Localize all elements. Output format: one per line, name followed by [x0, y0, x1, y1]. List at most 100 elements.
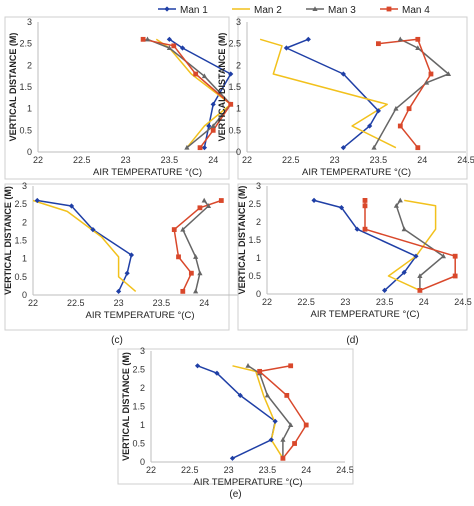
data-point [188, 270, 194, 276]
y-tick-label: 0.5 [19, 125, 32, 135]
y-axis-title: VERTICAL DISTANCE (M) [217, 33, 227, 142]
data-point [288, 363, 294, 369]
panel-frame [237, 183, 468, 331]
x-tick-label: 24.5 [454, 297, 472, 307]
data-point [415, 145, 421, 151]
data-point [401, 269, 407, 275]
y-tick-label: 0.5 [228, 125, 241, 135]
data-point [90, 227, 96, 233]
series-line-man-1 [313, 199, 417, 291]
y-tick-label: 1.5 [132, 402, 145, 412]
data-point [452, 253, 458, 259]
x-tick-label: 23.5 [153, 298, 171, 308]
y-axis-title: VERTICAL DISTANCE (M) [8, 33, 18, 142]
x-tick-label: 23 [121, 155, 131, 165]
y-tick-label: 0 [236, 147, 241, 157]
x-tick-label: 22 [28, 298, 38, 308]
data-point [228, 71, 234, 77]
y-tick-label: 1 [22, 254, 27, 264]
x-tick-label: 23.5 [370, 155, 388, 165]
data-point [166, 36, 172, 42]
series-points-man-1 [166, 36, 234, 151]
series-line-man-2 [387, 199, 437, 292]
y-tick-label: 2.5 [228, 39, 241, 49]
data-point [218, 198, 224, 203]
legend-label: Man 3 [328, 5, 356, 16]
series-points-man-3 [180, 197, 212, 294]
x-tick-label: 24 [417, 155, 427, 165]
data-point [417, 273, 423, 278]
y-tick-label: 2 [256, 217, 261, 227]
y-tick-label: 0 [140, 457, 145, 467]
data-point [283, 45, 290, 51]
data-point [184, 144, 190, 150]
data-point [397, 36, 403, 42]
data-point [237, 392, 243, 398]
data-point [176, 254, 181, 260]
series-line-man-4 [173, 199, 222, 292]
data-point [452, 273, 458, 279]
series-line-man-2 [232, 365, 284, 459]
data-point [280, 437, 286, 442]
legend-label: Man 2 [254, 5, 282, 16]
data-point [171, 43, 177, 49]
series-line-man-3 [147, 38, 232, 149]
y-tick-label: 0 [22, 290, 27, 300]
y-tick-label: 0 [27, 147, 32, 157]
data-point [284, 393, 290, 398]
series-points-man-4 [257, 363, 309, 461]
data-point [415, 45, 421, 50]
panel-caption: (c) [111, 335, 123, 346]
x-tick-label: 23.5 [161, 155, 179, 165]
data-point [406, 106, 412, 112]
data-point [124, 270, 130, 276]
series-line-man-4 [258, 365, 307, 459]
data-point [193, 254, 199, 259]
data-point [245, 363, 251, 368]
x-tick-label: 22.5 [282, 155, 300, 165]
y-tick-label: 1 [236, 104, 241, 114]
x-axis-title: AIR TEMPERATURE °(C) [310, 309, 419, 320]
data-point [206, 123, 212, 129]
y-tick-label: 2 [27, 60, 32, 70]
y-axis-title: VERTICAL DISTANCE (M) [237, 186, 247, 295]
series-line-man-1 [37, 199, 133, 292]
series-line-man-4 [378, 38, 432, 149]
x-tick-label: 22 [242, 155, 252, 165]
data-point [180, 288, 186, 294]
panel-caption: (d) [346, 335, 358, 346]
data-point [210, 101, 216, 107]
y-tick-label: 1 [256, 253, 261, 263]
x-tick-label: 24.5 [336, 465, 354, 475]
data-point [423, 79, 430, 85]
panel-caption: (e) [229, 489, 241, 500]
y-tick-label: 1.5 [228, 82, 241, 92]
x-tick-label: 23 [340, 297, 350, 307]
y-tick-label: 0.5 [248, 271, 261, 281]
data-point [257, 368, 263, 374]
data-point [229, 455, 236, 461]
y-axis-title: VERTICAL DISTANCE (M) [121, 352, 131, 461]
legend-item-man-1: Man 1 [158, 5, 208, 16]
x-tick-label: 23 [224, 465, 234, 475]
x-tick-label: 24 [208, 155, 218, 165]
series-points-man-1 [311, 197, 419, 293]
data-point [193, 288, 199, 294]
data-point [144, 36, 151, 42]
data-point [413, 253, 419, 259]
series-points-man-3 [371, 36, 452, 150]
series-line-man-2 [32, 199, 137, 292]
series-line-man-1 [197, 365, 276, 459]
data-point [201, 73, 208, 79]
y-tick-label: 1.5 [14, 236, 27, 246]
legend-label: Man 1 [180, 5, 208, 16]
x-tick-label: 24 [419, 297, 429, 307]
legend-marker-icon [312, 6, 318, 11]
data-point [415, 36, 421, 42]
x-axis-title: AIR TEMPERATURE °(C) [193, 477, 302, 488]
series-line-man-1 [285, 38, 380, 149]
y-tick-label: 0 [256, 289, 261, 299]
data-point [228, 101, 234, 107]
